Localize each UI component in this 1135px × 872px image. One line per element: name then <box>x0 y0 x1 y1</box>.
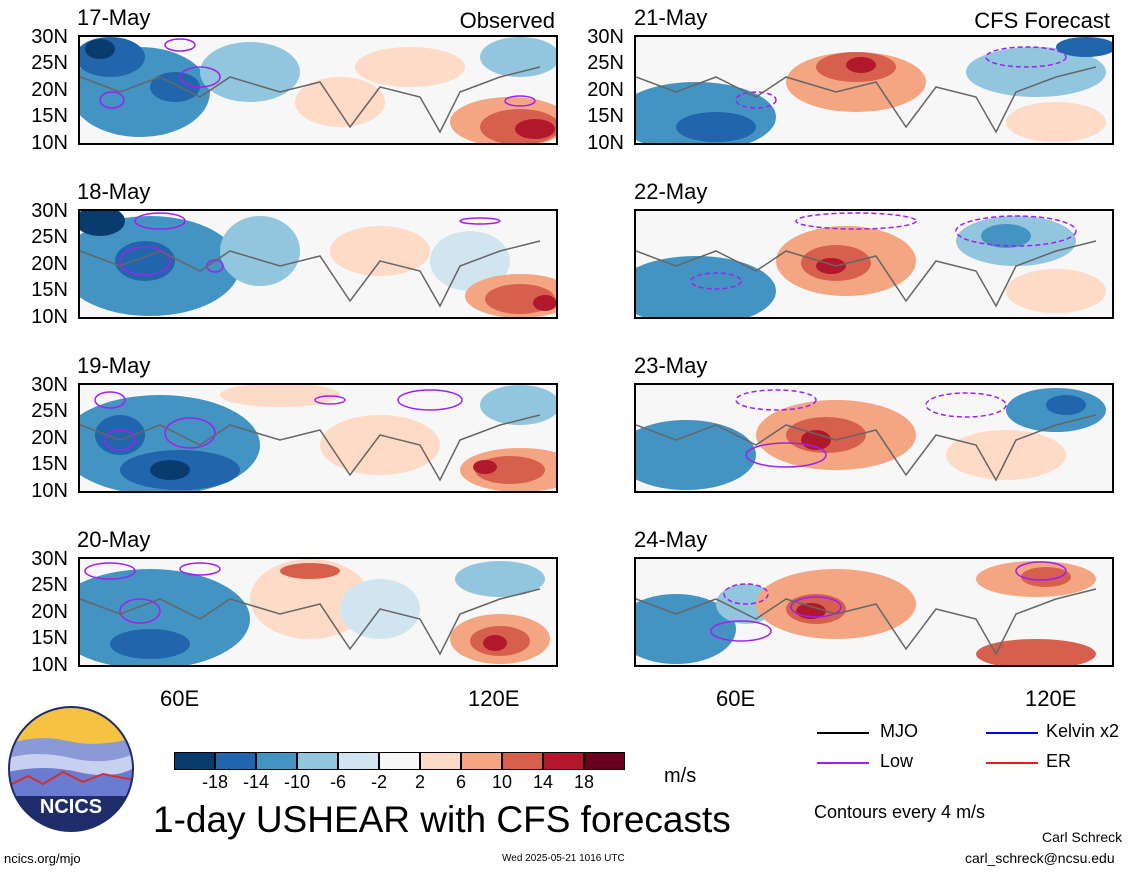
lat-label: 30N <box>587 26 624 48</box>
legend-label-er: ER <box>1046 751 1072 771</box>
lon-label-60e-right: 60E <box>716 686 756 711</box>
map-panel-cfs-22may <box>634 209 1114 319</box>
contour-note: Contours every 4 m/s <box>814 802 986 822</box>
lat-label: 20N <box>31 253 68 275</box>
panel-tag-observed: Observed <box>459 8 555 33</box>
lat-label: 30N <box>31 26 68 48</box>
colorbar-swatch <box>297 752 338 770</box>
legend-label-low: Low <box>880 751 914 771</box>
panel-date-right-3: 23-May <box>634 353 708 378</box>
legend-label-mjo: MJO <box>880 721 918 741</box>
lat-label: 25N <box>587 52 624 74</box>
map-panel-obs-20may <box>78 557 558 667</box>
colorbar-swatch <box>256 752 297 770</box>
lat-label: 20N <box>31 427 68 449</box>
legend-line-kelvin <box>986 732 1038 734</box>
colorbar-tick-label: 18 <box>573 772 595 792</box>
lat-label: 30N <box>31 548 68 570</box>
lat-label: 25N <box>31 226 68 248</box>
footer-author: Carl Schreck <box>1042 829 1123 845</box>
map-panel-obs-18may <box>78 209 558 319</box>
colorbar-swatch <box>338 752 379 770</box>
panel-date-right-2: 22-May <box>634 179 708 204</box>
lon-label-120e-left: 120E <box>468 686 520 711</box>
lat-label: 10N <box>31 306 68 328</box>
lat-label: 15N <box>31 453 68 475</box>
lat-label: 20N <box>31 601 68 623</box>
lat-label: 25N <box>31 574 68 596</box>
colorbar-swatch <box>543 752 584 770</box>
lat-label: 10N <box>31 132 68 154</box>
map-panel-obs-19may <box>78 383 558 493</box>
colorbar-swatch <box>174 752 215 770</box>
colorbar-tick-label: -18 <box>201 772 228 792</box>
colorbar-swatch <box>584 752 625 770</box>
map-panel-obs-17may <box>78 35 558 145</box>
lat-label: 10N <box>31 480 68 502</box>
panel-date-left-2: 18-May <box>77 179 151 204</box>
colorbar-tick-label: -14 <box>242 772 269 792</box>
lat-label: 10N <box>587 132 624 154</box>
lon-label-60e-left: 60E <box>160 686 200 711</box>
panel-date-left-1: 17-May <box>77 5 151 30</box>
figure-title: 1-day USHEAR with CFS forecasts <box>153 799 731 840</box>
panel-date-left-4: 20-May <box>77 527 151 552</box>
lat-label: 30N <box>31 200 68 222</box>
legend-line-low <box>817 762 869 764</box>
lat-label: 15N <box>587 105 624 127</box>
colorbar-tick-label: -10 <box>283 772 310 792</box>
panel-date-right-4: 24-May <box>634 527 708 552</box>
map-panel-cfs-24may <box>634 557 1114 667</box>
colorbar-tick-label: -2 <box>370 772 387 792</box>
footer-left-url[interactable]: ncics.org/mjo <box>4 851 81 866</box>
lat-label: 25N <box>31 52 68 74</box>
lat-label: 30N <box>31 374 68 396</box>
panel-date-right-1: 21-May <box>634 5 708 30</box>
map-panel-cfs-23may <box>634 383 1114 493</box>
lat-label: 20N <box>587 79 624 101</box>
footer-email[interactable]: carl_schreck@ncsu.edu <box>965 850 1115 866</box>
colorbar-swatch <box>420 752 461 770</box>
panel-tag-forecast: CFS Forecast <box>974 8 1110 33</box>
legend-label-kelvin: Kelvin x2 <box>1046 721 1120 741</box>
footer-timestamp: Wed 2025-05-21 1016 UTC <box>502 853 625 864</box>
lat-label: 25N <box>31 400 68 422</box>
colorbar-swatch <box>461 752 502 770</box>
lat-label: 15N <box>31 627 68 649</box>
legend-line-er <box>986 762 1038 764</box>
colorbar-swatch <box>215 752 256 770</box>
ncics-logo: NCICS <box>8 706 134 832</box>
colorbar-tick-label: 2 <box>414 772 425 792</box>
lat-label: 15N <box>31 279 68 301</box>
legend-line-mjo <box>817 732 869 734</box>
colorbar-swatch <box>379 752 420 770</box>
map-panel-cfs-21may <box>634 35 1114 145</box>
lat-label: 15N <box>31 105 68 127</box>
colorbar-tick-label: 14 <box>532 772 554 792</box>
colorbar-units: m/s <box>664 765 697 787</box>
panel-date-left-3: 19-May <box>77 353 151 378</box>
colorbar-tick-label: 10 <box>491 772 513 792</box>
logo-text: NCICS <box>39 796 103 818</box>
lon-label-120e-right: 120E <box>1025 686 1077 711</box>
colorbar-swatch <box>502 752 543 770</box>
colorbar-tick-label: -6 <box>329 772 346 792</box>
lat-label: 20N <box>31 79 68 101</box>
lat-label: 10N <box>31 654 68 676</box>
colorbar-tick-label: 6 <box>455 772 466 792</box>
